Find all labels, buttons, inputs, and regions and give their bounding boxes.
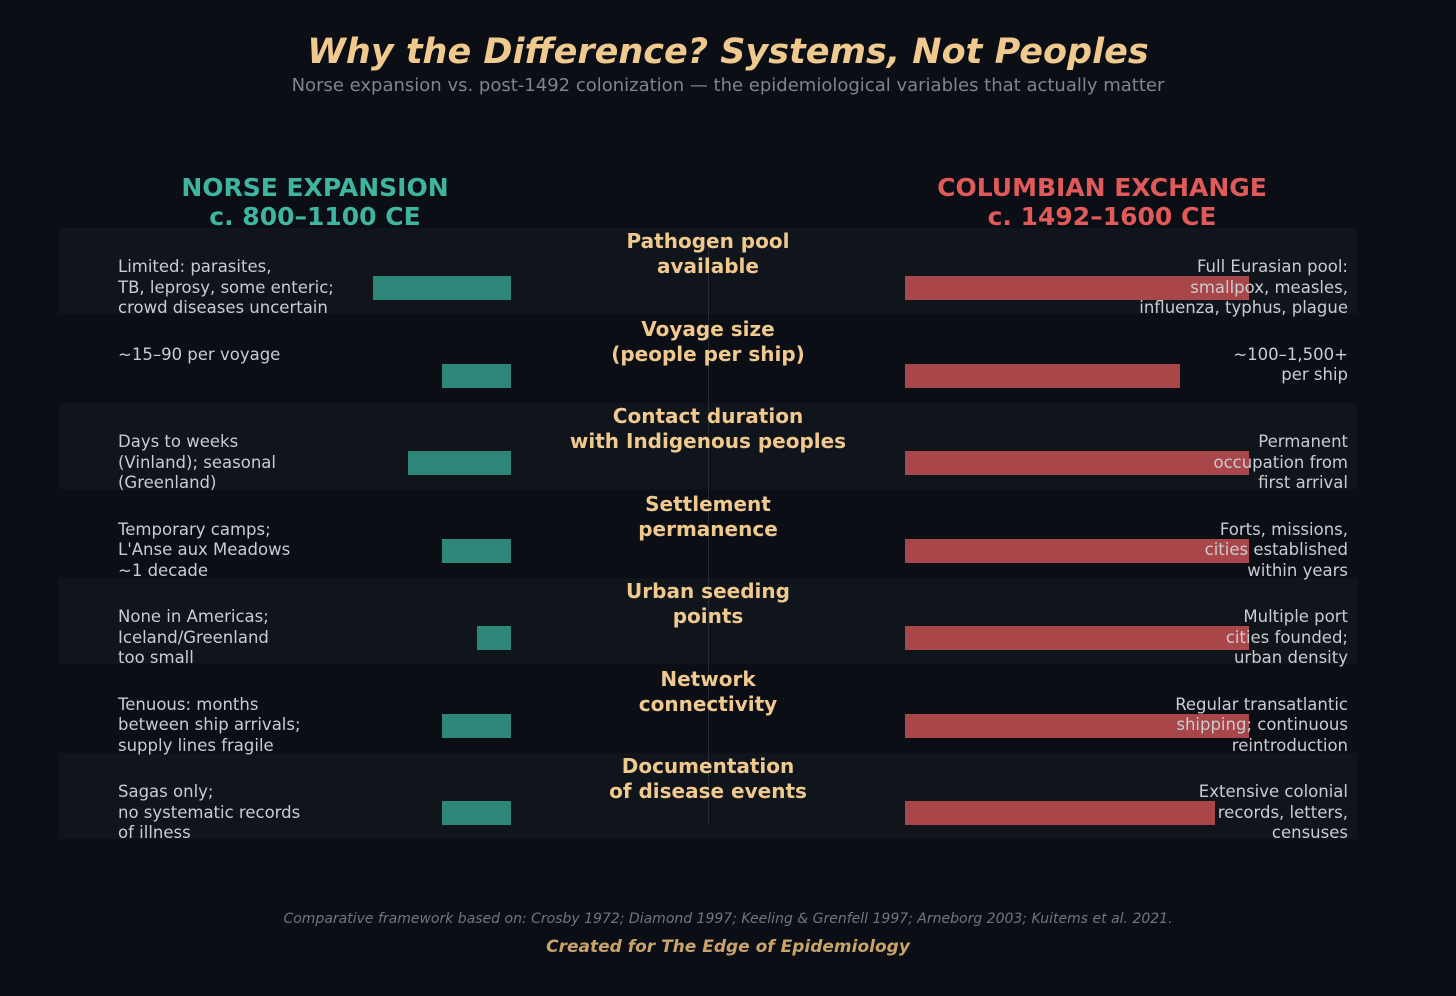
- center-line: [708, 240, 709, 825]
- norse-description: Sagas only; no systematic records of ill…: [118, 782, 301, 843]
- category-label: Documentation of disease events: [609, 754, 807, 803]
- bar: [373, 276, 511, 300]
- series-name: COLUMBIAN EXCHANGE: [937, 173, 1267, 202]
- columbian-description: Forts, missions, cities established with…: [1204, 519, 1348, 580]
- bar: [905, 276, 1249, 300]
- columbian-description: Regular transatlantic shipping; continuo…: [1175, 694, 1348, 755]
- series-period: c. 800–1100 CE: [209, 202, 421, 231]
- norse-description: Tenuous: months between ship arrivals; s…: [118, 694, 301, 755]
- category-label: Voyage size (people per ship): [611, 316, 805, 366]
- bar: [476, 626, 511, 650]
- source-note: Comparative framework based on: Crosby 1…: [283, 911, 1173, 927]
- bar: [905, 713, 1249, 738]
- norse-description: Days to weeks (Vinland); seasonal (Green…: [118, 432, 276, 493]
- credit: Created for The Edge of Epidemiology: [546, 937, 910, 957]
- columbian-description: Permanent occupation from first arrival: [1213, 432, 1348, 493]
- bar: [442, 538, 511, 563]
- bar: [905, 538, 1249, 563]
- category-label: Pathogen pool available: [626, 229, 790, 278]
- chart-subtitle: Norse expansion vs. post-1492 colonizati…: [291, 75, 1165, 96]
- norse-description: Temporary camps; L'Anse aux Meadows ~1 d…: [118, 519, 291, 580]
- category-label: Contact duration with Indigenous peoples: [569, 404, 847, 453]
- chart-title: Why the Difference? Systems, Not Peoples: [307, 32, 1149, 72]
- series-period: c. 1492–1600 CE: [987, 202, 1217, 231]
- columbian-description: Full Eurasian pool: smallpox, measles, i…: [1139, 257, 1348, 318]
- columbian-description: ~100–1,500+ per ship: [1233, 344, 1348, 385]
- series-name: NORSE EXPANSION: [181, 173, 449, 202]
- norse-description: None in Americas; Iceland/Greenland too …: [118, 607, 269, 668]
- bar: [905, 451, 1249, 475]
- category-label: Settlement permanence: [638, 491, 778, 541]
- bar: [905, 801, 1215, 825]
- bar: [407, 451, 511, 475]
- bar: [905, 626, 1249, 650]
- bar: [442, 713, 511, 738]
- columbian-description: Extensive colonial records, letters, cen…: [1198, 782, 1348, 843]
- norse-description: ~15–90 per voyage: [118, 344, 281, 364]
- bar: [905, 363, 1181, 388]
- norse-description: Limited: parasites, TB, leprosy, some en…: [118, 257, 334, 318]
- category-label: Urban seeding points: [626, 579, 790, 628]
- bar: [442, 801, 511, 825]
- bar: [442, 363, 511, 388]
- category-label: Network connectivity: [638, 666, 778, 716]
- columbian-description: Multiple port cities founded; urban dens…: [1225, 607, 1348, 668]
